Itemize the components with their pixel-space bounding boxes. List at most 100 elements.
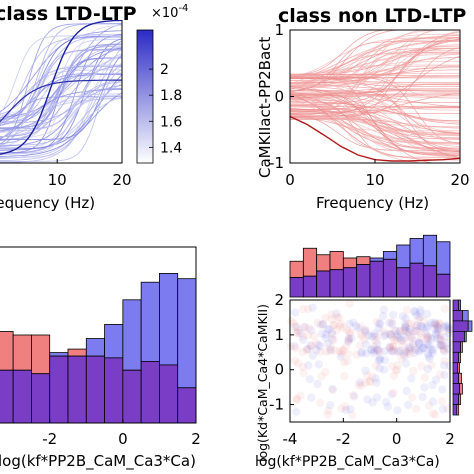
br-right-bar-overlap <box>452 404 458 416</box>
br-scatter-point <box>406 332 415 341</box>
br-scatter-point <box>363 395 372 404</box>
br-top-bar-overlap <box>396 267 411 298</box>
tr-curve <box>290 76 460 79</box>
br-right-bar-overlap <box>452 331 465 343</box>
br-scatter-point <box>387 390 396 399</box>
bl-histogram <box>0 272 197 424</box>
tl-colorbar-ticks: 2 1.8 1.6 1.4 <box>149 62 182 156</box>
br-scatter-point <box>428 345 438 354</box>
br-scatter-point <box>400 320 410 329</box>
bl-bar-overlap <box>122 369 142 424</box>
bl-bar-overlap <box>31 373 51 424</box>
br-scatter-point <box>397 354 406 363</box>
bl-bar-overlap <box>104 357 124 424</box>
br-scatter-point <box>298 335 308 345</box>
br-scatter-point <box>298 362 308 372</box>
tl-curve <box>0 96 122 156</box>
br-scatter-point <box>328 330 337 340</box>
br-scatter-point <box>399 337 408 346</box>
br-scatter-point <box>378 326 388 336</box>
br-scatter-point <box>355 378 365 387</box>
tl-curve <box>0 23 122 126</box>
br-scatter-point <box>314 360 323 369</box>
br-scatter-point <box>416 305 425 315</box>
br-scatter-point <box>324 406 333 415</box>
tl-colorbar-tick-label: 1.4 <box>160 140 182 156</box>
br-scatter-point <box>372 393 382 402</box>
br-scatter-point <box>349 318 358 327</box>
tl-curve <box>0 55 122 158</box>
tr-x-tick-label: 0 <box>285 171 295 189</box>
br-right-bar <box>458 299 461 311</box>
bl-bar-top <box>104 324 124 359</box>
br-scatter-point <box>419 323 428 332</box>
br-scatter-point <box>412 311 421 320</box>
br-scatter-point <box>393 346 403 356</box>
br-scatter-point <box>412 327 422 336</box>
tr-x-ticks: 0 10 20 <box>285 159 470 189</box>
br-right-bar <box>459 383 463 395</box>
br-scatter-point <box>292 395 301 404</box>
br-scatter-point <box>298 304 308 314</box>
br-scatter-point <box>386 330 395 340</box>
br-scatter-point <box>372 332 381 341</box>
tl-colorbar-tick-label: 1.8 <box>160 88 182 104</box>
br-scatter-point <box>387 346 396 356</box>
br-scatter-point <box>316 320 325 329</box>
br-scatter-point <box>327 335 337 344</box>
br-scatter-point <box>382 397 391 407</box>
br-x-tick-label: -4 <box>283 430 298 448</box>
br-scatter-point <box>408 336 417 345</box>
tr-curve <box>290 83 460 144</box>
br-scatter-point <box>360 335 369 344</box>
bl-bar-overlap <box>49 355 69 424</box>
br-scatter-point <box>422 340 431 349</box>
br-scatter-point <box>436 370 445 379</box>
br-scatter-point <box>423 340 433 349</box>
br-scatter-point <box>385 318 394 328</box>
tr-curve <box>290 92 460 111</box>
br-scatter-point <box>325 401 335 410</box>
br-scatter-point <box>329 321 339 330</box>
br-scatter-point <box>290 341 299 351</box>
br-scatter-point <box>440 356 449 366</box>
br-scatter-point <box>426 333 435 343</box>
br-scatter-point <box>417 321 426 331</box>
br-scatter-point <box>286 342 295 351</box>
br-scatter-point <box>399 349 409 359</box>
br-top-bar <box>329 251 344 271</box>
br-scatter-point <box>423 349 433 359</box>
tr-curve <box>290 77 460 83</box>
br-scatter-point <box>381 330 390 339</box>
br-scatter-point <box>404 345 414 354</box>
br-scatter-point <box>422 323 432 332</box>
br-top-bar-overlap <box>342 267 358 298</box>
br-scatter-point <box>362 349 371 358</box>
tl-xlabel: Frequency (Hz) <box>0 194 95 212</box>
br-scatter-point <box>440 370 449 380</box>
tr-curve <box>290 116 460 129</box>
bl-bar-top <box>12 334 32 371</box>
bl-x-tick-label: 0 <box>118 430 128 448</box>
br-scatter-point <box>344 337 353 346</box>
br-scatter-point <box>370 329 379 338</box>
br-scatter-point <box>342 326 352 335</box>
br-scatter-point <box>416 313 425 322</box>
br-scatter-point <box>402 348 411 357</box>
tl-curve <box>0 88 122 140</box>
br-scatter-point <box>323 410 333 419</box>
tl-curve <box>0 55 122 127</box>
br-scatter-point <box>404 343 413 352</box>
br-x-ticks: -4 -2 0 2 <box>283 418 455 448</box>
br-scatter-point <box>378 311 388 321</box>
br-scatter-point <box>416 328 426 338</box>
tr-curve <box>290 55 460 115</box>
br-scatter-point <box>423 309 432 319</box>
tl-highlight-curve-2 <box>0 79 122 123</box>
br-scatter-point <box>321 333 330 343</box>
br-scatter-point <box>404 400 413 410</box>
br-scatter-point <box>357 332 367 341</box>
tl-curve <box>0 53 122 132</box>
br-scatter-point <box>316 398 325 408</box>
tr-curve <box>290 52 460 77</box>
